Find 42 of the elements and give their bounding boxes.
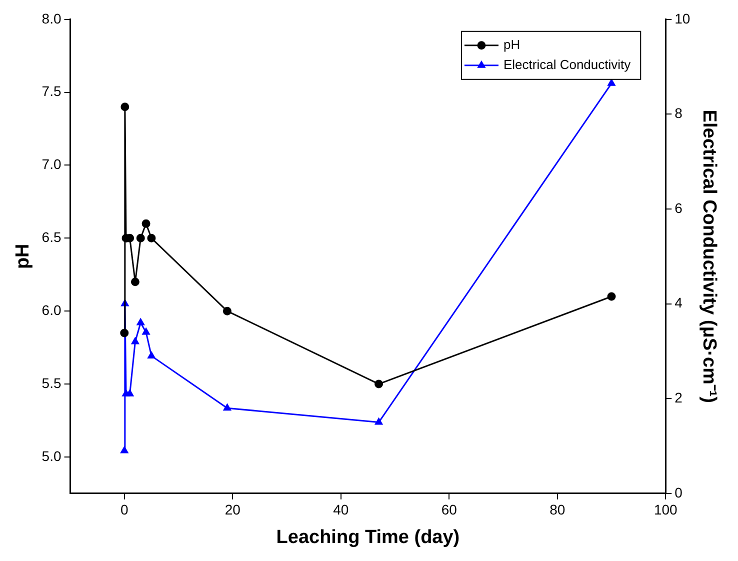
- point: [136, 318, 144, 326]
- point: [136, 234, 145, 242]
- point: [126, 390, 134, 396]
- y-tick-label: 5.5: [42, 374, 62, 391]
- point: [142, 328, 150, 335]
- point: [120, 446, 128, 454]
- y2-tick-label: 8: [674, 105, 683, 122]
- point: [223, 404, 232, 411]
- legend-label: Electrical Conductivity: [503, 56, 632, 72]
- y-tick-label: 7.0: [42, 156, 62, 172]
- y2-tick-label: 10: [674, 10, 690, 26]
- y2-axis-title: Electrical Conductivity (μS·cm⁻¹): [698, 110, 720, 403]
- point: [607, 292, 616, 301]
- point: [374, 418, 383, 425]
- x-axis-title: Leaching Time (day): [276, 526, 460, 548]
- point: [130, 278, 140, 286]
- x-tick-label: 20: [224, 502, 241, 518]
- y-tick-label: 8.0: [42, 10, 62, 26]
- x-tick-label: 0: [120, 502, 128, 518]
- x-tick-label: 80: [550, 502, 566, 518]
- point: [120, 328, 129, 338]
- point: [120, 102, 130, 112]
- y2-tick-label: 2: [674, 389, 683, 406]
- y-tick-label: 6.5: [42, 229, 62, 246]
- point: [608, 79, 616, 86]
- point: [222, 306, 232, 316]
- x-tick-label: 100: [654, 502, 678, 518]
- y-axis-title: pH: [12, 244, 34, 270]
- point: [147, 234, 156, 242]
- y-tick-label: 7.5: [42, 83, 62, 100]
- point: [374, 380, 384, 388]
- point: [131, 337, 139, 344]
- legend-label: pH: [503, 36, 520, 52]
- point: [142, 219, 150, 228]
- y2-tick-label: 6: [674, 200, 683, 216]
- y-tick-label: 6.0: [42, 302, 62, 318]
- x-tick-label: 60: [441, 502, 458, 518]
- x-tick-label: 40: [333, 502, 349, 518]
- y2-tick-label: 4: [674, 294, 683, 311]
- point: [148, 352, 156, 358]
- y-tick-label: 5.0: [42, 448, 62, 464]
- y2-tick-label: 0: [674, 484, 683, 500]
